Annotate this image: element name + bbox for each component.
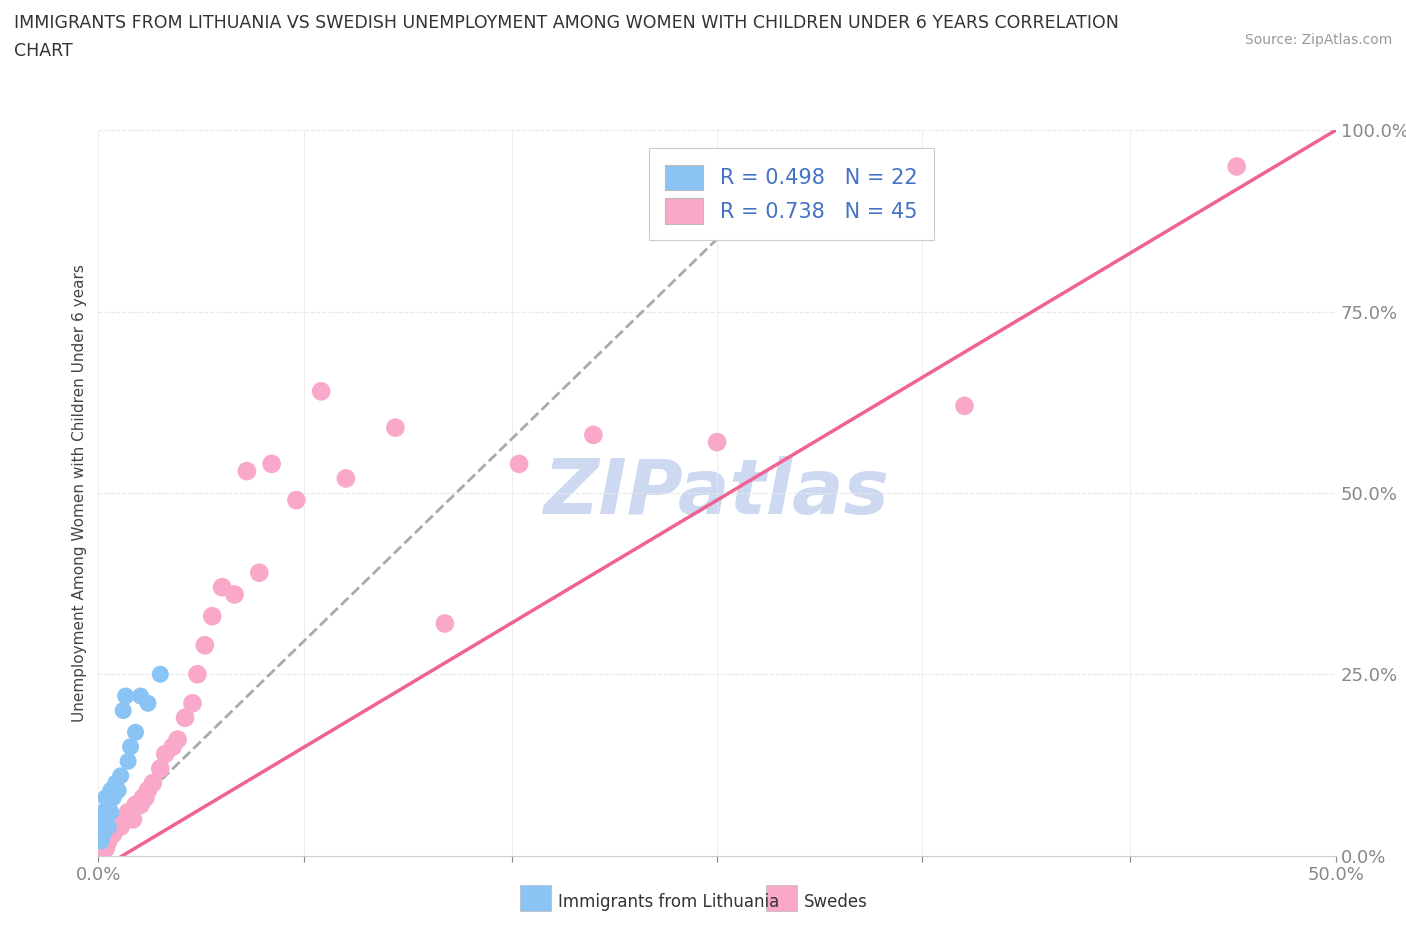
Point (174, 711, 197, 725)
Point (120, 739, 142, 754)
Point (124, 724, 146, 739)
Legend: R = 0.498   N = 22, R = 0.738   N = 45: R = 0.498 N = 22, R = 0.738 N = 45 (648, 148, 934, 240)
Point (94, 812, 117, 827)
Point (124, 797, 146, 812)
Point (129, 688, 152, 703)
Point (508, 457, 530, 472)
Point (706, 434, 728, 449)
Point (166, 732, 188, 747)
Point (122, 812, 145, 827)
Point (433, 616, 456, 631)
Point (181, 696, 204, 711)
Point (112, 703, 135, 718)
Text: IMMIGRANTS FROM LITHUANIA VS SWEDISH UNEMPLOYMENT AMONG WOMEN WITH CHILDREN UNDE: IMMIGRANTS FROM LITHUANIA VS SWEDISH UNE… (14, 14, 1119, 32)
Point (162, 739, 184, 754)
Point (953, 398, 976, 413)
Point (132, 790, 155, 805)
Point (114, 812, 136, 827)
Point (97, 819, 120, 834)
Point (127, 797, 149, 812)
Point (142, 776, 165, 790)
Point (112, 812, 135, 827)
Point (120, 804, 142, 819)
Point (103, 790, 125, 805)
Point (247, 565, 270, 580)
Point (93, 833, 115, 848)
Point (104, 776, 127, 790)
Point (100, 804, 122, 819)
Point (117, 754, 139, 769)
Point (100, 783, 122, 798)
Point (129, 797, 152, 812)
Point (97, 833, 120, 848)
Point (201, 609, 224, 624)
Point (335, 471, 357, 485)
Text: Swedes: Swedes (804, 893, 868, 911)
Point (94, 790, 117, 805)
Point (107, 819, 129, 834)
Point (224, 587, 246, 602)
Point (134, 790, 156, 805)
Point (107, 783, 129, 798)
Point (149, 761, 172, 776)
Point (110, 768, 132, 783)
Point (285, 493, 308, 508)
Point (90, 819, 112, 834)
Point (104, 819, 127, 834)
Point (90, 841, 112, 856)
Point (1226, 159, 1249, 174)
Point (211, 579, 233, 594)
Point (93, 827, 115, 842)
Point (117, 804, 139, 819)
Text: Immigrants from Lithuania: Immigrants from Lithuania (558, 893, 779, 911)
Point (136, 696, 159, 711)
Point (110, 819, 132, 834)
Point (582, 428, 605, 443)
Point (186, 667, 208, 682)
Point (103, 827, 125, 842)
Point (94, 841, 117, 856)
Point (260, 457, 283, 472)
Point (194, 638, 217, 653)
Point (93, 804, 115, 819)
Point (114, 688, 136, 703)
Point (384, 420, 406, 435)
Text: ZIPatlas: ZIPatlas (544, 456, 890, 530)
Y-axis label: Unemployment Among Women with Children Under 6 years: Unemployment Among Women with Children U… (72, 264, 87, 722)
Text: CHART: CHART (14, 42, 73, 60)
Point (90, 833, 112, 848)
Point (309, 384, 332, 399)
Point (100, 827, 122, 842)
Text: Source: ZipAtlas.com: Source: ZipAtlas.com (1244, 33, 1392, 46)
Point (155, 747, 177, 762)
Point (149, 667, 172, 682)
Point (236, 464, 259, 479)
Point (136, 783, 159, 798)
Point (97, 797, 120, 812)
